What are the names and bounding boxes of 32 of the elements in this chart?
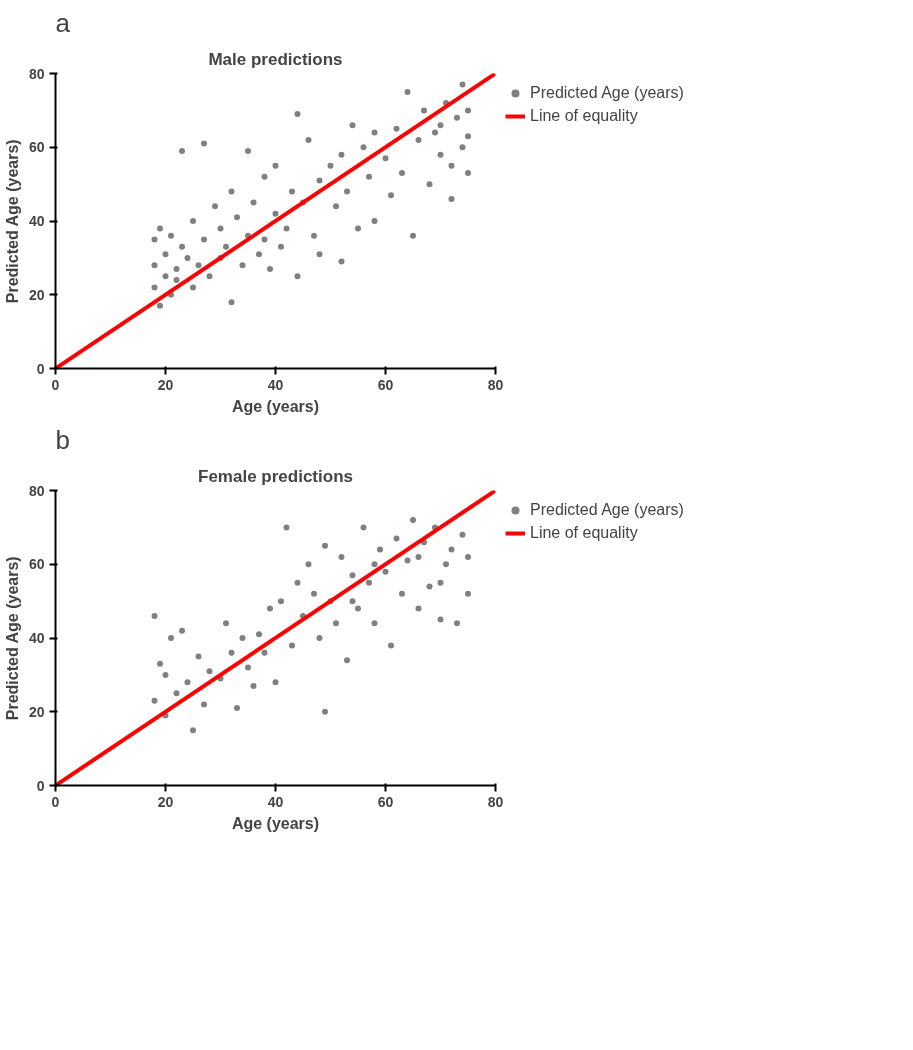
- legend-label: Predicted Age (years): [530, 501, 684, 519]
- y-tick-label: 0: [36, 777, 45, 794]
- y-axis-title: Predicted Age (years): [3, 139, 21, 304]
- x-tick-label: 20: [157, 793, 174, 810]
- x-tick-label: 20: [157, 376, 174, 393]
- y-tick-label: 80: [28, 65, 45, 82]
- x-tick-label: 80: [487, 793, 504, 810]
- chart-title: Male predictions: [208, 49, 343, 69]
- x-axis-title: Age (years): [231, 397, 320, 415]
- x-tick-label: 0: [51, 376, 60, 393]
- x-tick-label: 60: [377, 793, 394, 810]
- x-axis-title: Age (years): [231, 814, 320, 832]
- legend-label: Line of equality: [530, 524, 638, 542]
- text: b: [55, 424, 70, 455]
- x-tick-label: 60: [377, 376, 394, 393]
- legend-label: Predicted Age (years): [530, 84, 684, 102]
- y-tick-label: 20: [28, 703, 45, 720]
- y-tick-label: 0: [36, 360, 45, 377]
- x-tick-label: 40: [267, 793, 284, 810]
- x-tick-label: 80: [487, 376, 504, 393]
- text: a: [55, 7, 71, 38]
- y-tick-label: 80: [28, 482, 45, 499]
- chart-title: Female predictions: [198, 466, 353, 486]
- y-tick-label: 20: [28, 286, 45, 303]
- legend-label: Line of equality: [530, 107, 638, 125]
- y-tick-label: 40: [28, 213, 45, 229]
- y-tick-label: 40: [28, 630, 45, 646]
- y-axis-title: Predicted Age (years): [3, 556, 21, 721]
- y-tick-label: 60: [28, 556, 45, 573]
- x-tick-label: 0: [51, 793, 60, 810]
- x-tick-label: 40: [267, 376, 284, 393]
- y-tick-label: 60: [28, 139, 45, 156]
